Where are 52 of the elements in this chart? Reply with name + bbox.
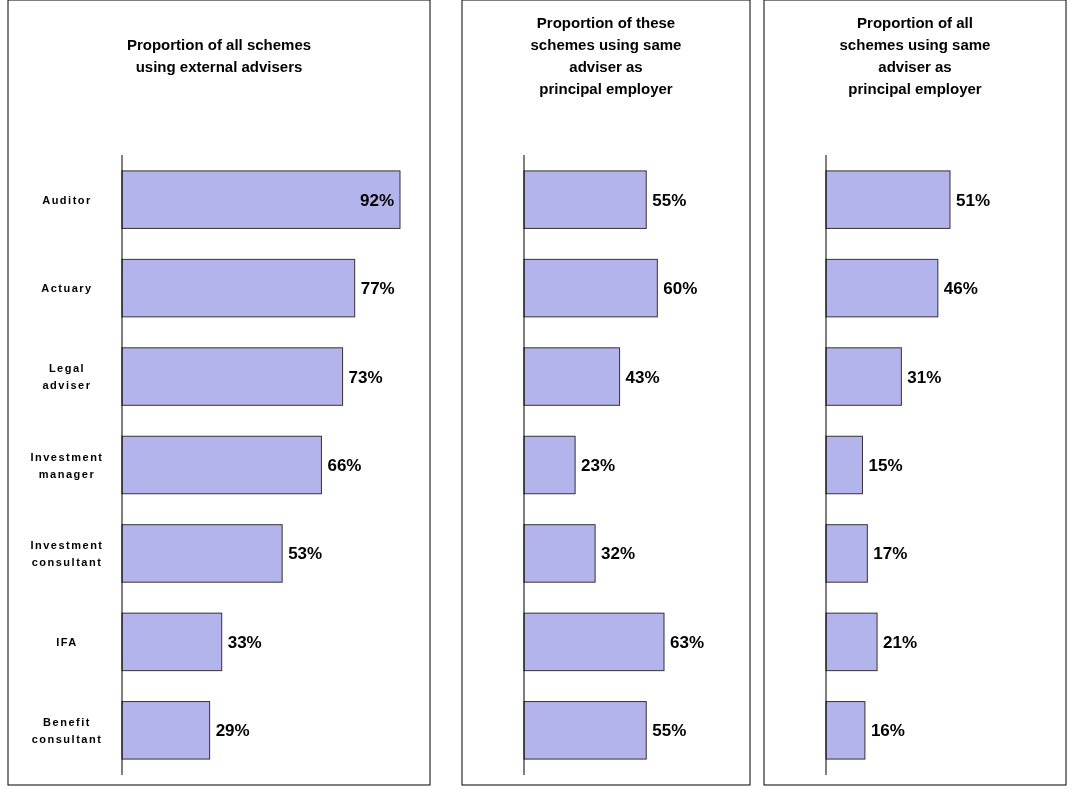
chart-title: Proportion of all schemes using external advisers bbox=[126, 36, 312, 75]
data-label: 55% bbox=[652, 721, 687, 741]
data-label: 16% bbox=[870, 721, 905, 741]
bar bbox=[523, 347, 621, 406]
data-label: 51% bbox=[956, 190, 991, 210]
data-label: 55% bbox=[652, 190, 687, 210]
data-label: 32% bbox=[601, 544, 636, 564]
y-tick-label: Legal adviser bbox=[42, 362, 92, 392]
data-label: 21% bbox=[883, 632, 918, 652]
data-label: 66% bbox=[327, 456, 362, 475]
bar bbox=[825, 701, 866, 760]
bar bbox=[523, 435, 576, 495]
bar bbox=[825, 524, 868, 583]
data-label: 33% bbox=[227, 632, 262, 652]
chart-title: Proportion of these schemes using same adviser as principal employer bbox=[530, 14, 682, 97]
bar bbox=[825, 170, 951, 229]
chart-title: Proportion of all schemes using same adviser as principal employer bbox=[839, 14, 991, 97]
y-tick-label: Investment consultant bbox=[30, 538, 104, 568]
bar bbox=[523, 701, 647, 760]
bar bbox=[121, 347, 344, 406]
bar bbox=[825, 612, 878, 672]
bar bbox=[825, 258, 939, 318]
bar bbox=[523, 524, 596, 583]
bar bbox=[523, 258, 658, 318]
y-tick-label: Investment manager bbox=[30, 450, 104, 480]
bar bbox=[523, 170, 647, 229]
data-label: 53% bbox=[288, 544, 323, 564]
data-label: 63% bbox=[670, 632, 705, 652]
y-tick-label: Auditor bbox=[42, 193, 92, 206]
bar bbox=[121, 524, 283, 583]
bar bbox=[825, 347, 902, 406]
y-tick-label: Actuary bbox=[41, 282, 93, 295]
bar bbox=[121, 258, 356, 318]
data-label: 60% bbox=[663, 279, 698, 299]
bar bbox=[523, 612, 665, 672]
y-tick-label: Benefit consultant bbox=[31, 715, 103, 745]
data-label: 31% bbox=[907, 367, 942, 387]
data-label: 77% bbox=[360, 279, 395, 299]
data-label: 73% bbox=[348, 367, 383, 387]
data-label: 17% bbox=[873, 544, 908, 564]
data-label: 23% bbox=[581, 456, 616, 475]
data-label: 46% bbox=[943, 279, 978, 299]
bar bbox=[121, 701, 211, 760]
bar bbox=[825, 435, 863, 495]
data-label: 92% bbox=[359, 190, 394, 210]
data-label: 43% bbox=[625, 367, 660, 387]
bar bbox=[121, 435, 322, 495]
y-tick-label: IFA bbox=[56, 635, 78, 648]
bar bbox=[121, 170, 401, 229]
data-label: 15% bbox=[868, 456, 903, 475]
data-label: 29% bbox=[215, 721, 250, 741]
bar bbox=[121, 612, 223, 672]
